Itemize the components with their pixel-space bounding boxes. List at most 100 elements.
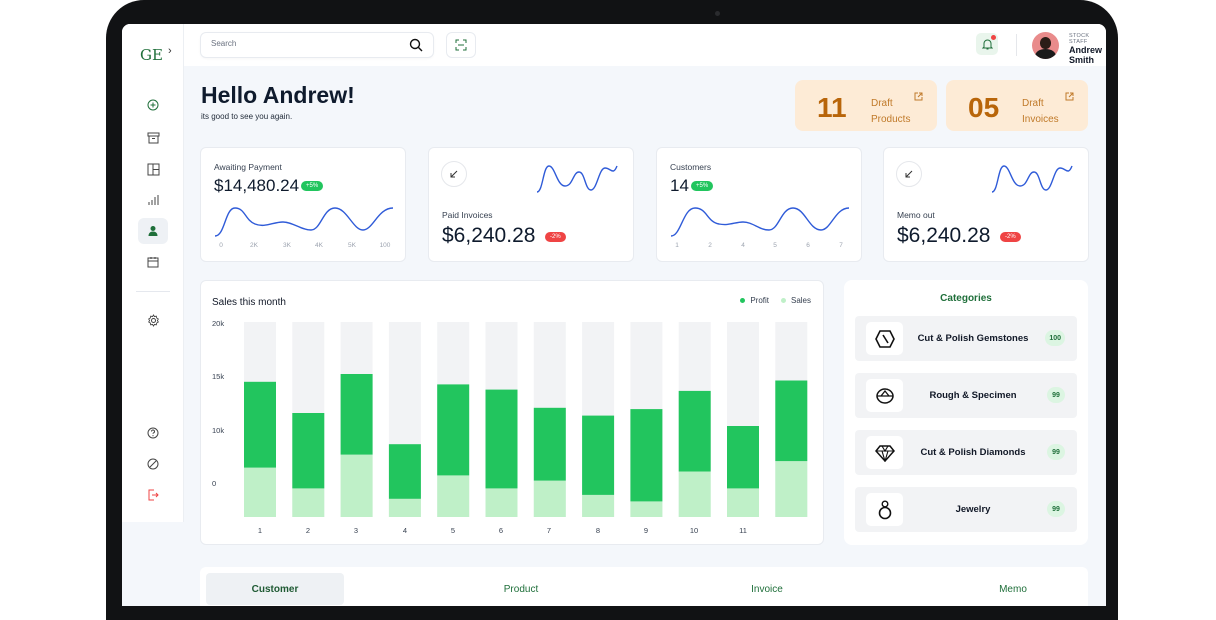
bar-sales[interactable] [727, 488, 759, 517]
calendar-icon[interactable] [138, 249, 168, 275]
chart-legend: Profit Sales [740, 296, 811, 305]
rough-stone-icon [866, 379, 903, 412]
tab-product[interactable]: Product [503, 583, 539, 595]
arrow-down-left-icon[interactable] [896, 161, 922, 187]
x-tick-label: 9 [644, 526, 648, 535]
bar-profit[interactable] [775, 380, 808, 462]
y-tick-label: 0 [212, 479, 216, 488]
sidebar-divider [136, 291, 170, 292]
avatar[interactable] [1032, 32, 1059, 59]
awaiting-payment-sparkline [214, 207, 394, 237]
x-tick-label: 7 [547, 526, 551, 535]
bar-sales[interactable] [775, 461, 808, 517]
y-tick-label: 20k [212, 319, 224, 328]
paid-invoices-badge: -2% [545, 232, 566, 242]
bar-profit[interactable] [388, 444, 421, 499]
legend-sales[interactable]: Sales [780, 296, 811, 305]
x-tick-label: 2 [306, 526, 310, 535]
memo-out-value: $6,240.28 [897, 224, 991, 247]
logo[interactable]: GE [140, 46, 163, 64]
category-item[interactable]: Cut & Polish Gemstones 100 [855, 316, 1077, 361]
bar-sales[interactable] [582, 494, 615, 517]
layout-icon[interactable] [138, 156, 168, 182]
category-item[interactable]: Rough & Specimen 99 [855, 373, 1077, 418]
customers-card[interactable]: Customers 14 +5% 1 2 4 5 6 7 [656, 147, 862, 262]
awaiting-payment-ticks: 0 2K 3K 4K 5K 100 [219, 242, 391, 249]
customers-ticks: 1 2 4 5 6 7 [675, 242, 843, 249]
x-tick-label: 5 [451, 526, 455, 535]
y-tick-label: 10k [212, 426, 224, 435]
sales-bar-chart: 20k 15k 10k 0 1 2 3 4 5 6 7 8 9 10 11 [212, 319, 808, 535]
draft-products-card[interactable]: 11 Draft Products [795, 80, 937, 131]
category-count: 100 [1045, 330, 1065, 346]
diamond-icon [866, 436, 903, 469]
bar-profit[interactable] [292, 413, 325, 489]
x-tick-label: 11 [739, 526, 747, 535]
bar-sales[interactable] [244, 467, 276, 517]
bar-sales[interactable] [292, 488, 325, 517]
help-icon[interactable] [138, 420, 168, 446]
bar-sales[interactable] [678, 471, 711, 518]
tab-customer[interactable]: Customer [206, 573, 344, 605]
categories-card: Categories Cut & Polish Gemstones 100 Ro… [844, 280, 1088, 545]
bottom-tabs: Customer Product Invoice Memo [200, 567, 1088, 606]
logout-icon[interactable] [138, 482, 168, 508]
bar-profit[interactable] [630, 409, 663, 502]
draft-invoices-card[interactable]: 05 Draft Invoices [946, 80, 1088, 131]
bar-profit[interactable] [485, 389, 518, 489]
tab-invoice[interactable]: Invoice [751, 583, 783, 595]
ring-icon [866, 493, 903, 526]
external-link-icon[interactable] [914, 88, 923, 106]
category-item[interactable]: Jewelry 99 [855, 487, 1077, 532]
bar-profit[interactable] [340, 374, 373, 455]
tab-memo[interactable]: Memo [999, 583, 1027, 595]
category-name: Jewelry [955, 504, 991, 515]
bar-profit[interactable] [244, 381, 276, 468]
paid-invoices-card[interactable]: Paid Invoices $6,240.28 -2% [428, 147, 634, 262]
memo-out-label: Memo out [897, 210, 935, 220]
search-box [200, 32, 434, 58]
category-item[interactable]: Cut & Polish Diamonds 99 [855, 430, 1077, 475]
bar-profit[interactable] [727, 426, 759, 489]
bar-sales[interactable] [388, 498, 421, 517]
awaiting-payment-label: Awaiting Payment [214, 162, 282, 172]
search-icon[interactable] [409, 38, 423, 57]
paid-invoices-label: Paid Invoices [442, 210, 493, 220]
customers-badge: +5% [691, 181, 714, 191]
sidebar-toggle-icon[interactable]: › [168, 45, 172, 57]
memo-out-card[interactable]: Memo out $6,240.28 -2% [883, 147, 1089, 262]
draft-invoices-label: Draft Invoices [1022, 98, 1059, 125]
add-circle-icon[interactable] [138, 92, 168, 118]
external-link-icon[interactable] [1065, 88, 1074, 106]
user-name[interactable]: Andrew Smith [1069, 45, 1103, 65]
bar-profit[interactable] [437, 384, 470, 476]
x-tick-label: 10 [690, 526, 698, 535]
legend-profit[interactable]: Profit [740, 296, 769, 305]
chart-title: Sales this month [212, 297, 286, 308]
topbar-divider [1016, 34, 1017, 56]
scan-button[interactable] [446, 32, 476, 58]
search-input[interactable] [211, 39, 391, 48]
awaiting-payment-card[interactable]: Awaiting Payment $14,480.24 +5% 0 2K 3K … [200, 147, 406, 262]
settings-icon[interactable] [138, 307, 168, 333]
bar-profit[interactable] [582, 415, 615, 495]
bar-sales[interactable] [340, 454, 373, 517]
draft-invoices-count: 05 [968, 92, 1000, 123]
bar-sales[interactable] [437, 475, 470, 517]
bar-sales[interactable] [533, 480, 566, 517]
user-icon[interactable] [138, 218, 168, 244]
sidebar: GE › [122, 24, 184, 522]
bar-sales[interactable] [485, 488, 518, 517]
arrow-down-left-icon[interactable] [441, 161, 467, 187]
bar-sales[interactable] [630, 501, 663, 517]
bar-profit[interactable] [678, 390, 711, 472]
memo-out-badge: -2% [1000, 232, 1021, 242]
customers-value: 14 [670, 176, 689, 195]
bar-chart-icon[interactable] [138, 187, 168, 213]
archive-icon[interactable] [138, 125, 168, 151]
block-icon[interactable] [138, 451, 168, 477]
x-tick-label: 4 [403, 526, 407, 535]
bar-profit[interactable] [533, 407, 566, 481]
notification-button[interactable] [976, 33, 998, 55]
hexagon-gem-icon [866, 322, 903, 355]
